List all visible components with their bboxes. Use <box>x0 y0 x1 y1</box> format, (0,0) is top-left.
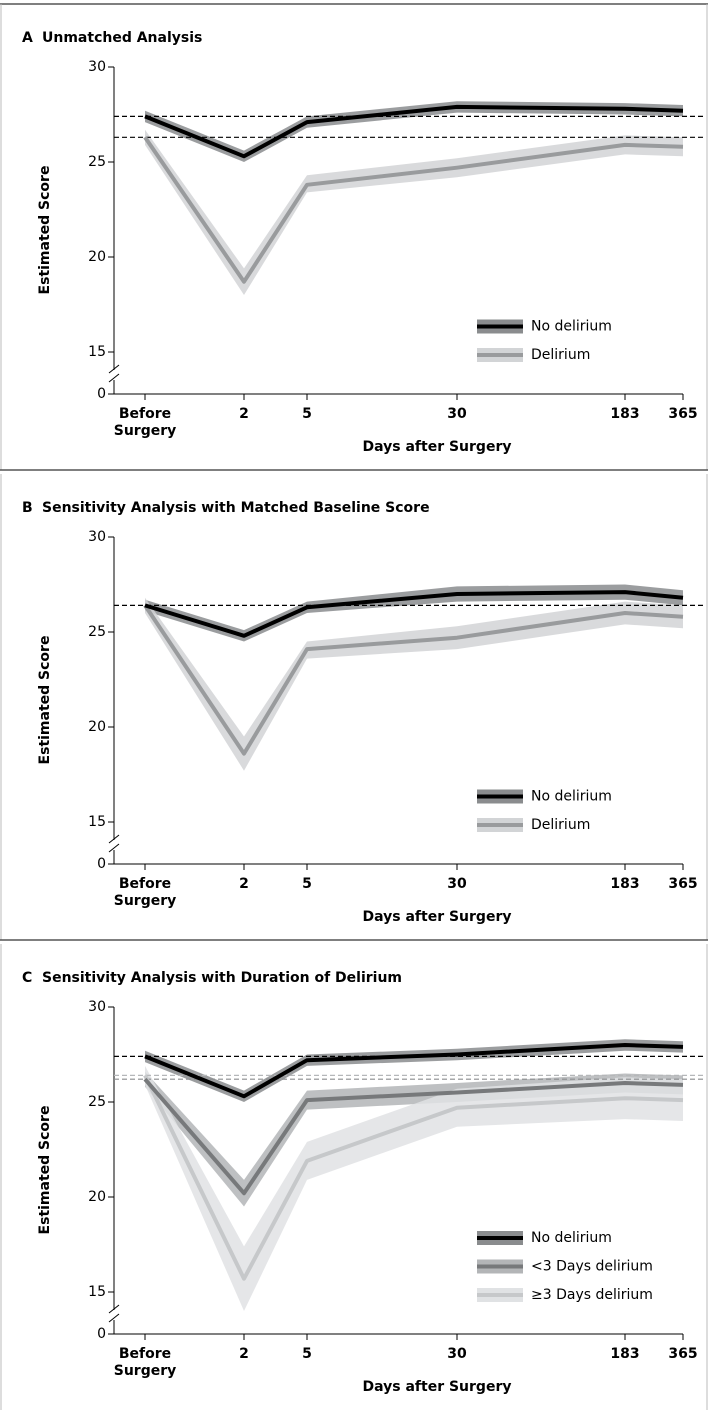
series-line <box>144 590 684 638</box>
axis-break <box>108 834 120 844</box>
axis-break <box>108 843 120 853</box>
axis-break <box>108 1304 120 1314</box>
panel-title: Sensitivity Analysis with Duration of De… <box>42 970 402 986</box>
series-line <box>143 136 684 284</box>
y-tick-label: 20 <box>88 249 106 265</box>
x-axis-title: Days after Surgery <box>363 439 512 455</box>
y-axis-title: Estimated Score <box>37 636 53 765</box>
y-tick-label: 0 <box>97 386 106 402</box>
panel-label: A <box>22 30 33 46</box>
x-tick-label: Before Surgery <box>113 876 177 909</box>
panel-title: Sensitivity Analysis with Matched Baseli… <box>42 500 430 516</box>
x-tick-label: 365 <box>668 1346 698 1362</box>
x-tick-label: 365 <box>668 876 698 892</box>
ci-band <box>145 597 683 771</box>
y-tick-label: 25 <box>88 1094 106 1110</box>
y-tick-label: 0 <box>97 856 106 872</box>
legend-label: No delirium <box>531 319 612 335</box>
series-line <box>144 104 684 159</box>
x-tick-label: 30 <box>447 406 467 422</box>
x-tick-label: 2 <box>239 1346 249 1362</box>
series-line <box>144 1043 684 1099</box>
x-tick-label: 183 <box>610 406 640 422</box>
y-tick-label: 0 <box>97 1326 106 1342</box>
x-tick-label: 5 <box>302 1346 312 1362</box>
y-tick-label: 25 <box>88 624 106 640</box>
series-line <box>143 604 684 756</box>
y-tick-label: 15 <box>88 344 106 360</box>
x-tick-label: 30 <box>447 876 467 892</box>
x-tick-label: 5 <box>302 876 312 892</box>
legend-label: Delirium <box>531 347 590 363</box>
ci-band <box>145 584 683 642</box>
axis-break <box>108 364 120 374</box>
x-tick-label: 183 <box>610 1346 640 1362</box>
x-tick-label: 183 <box>610 876 640 892</box>
x-tick-label: 2 <box>239 876 249 892</box>
legend-label: ≥3 Days delirium <box>531 1287 653 1303</box>
legend-label: Delirium <box>531 817 590 833</box>
x-tick-label: 5 <box>302 406 312 422</box>
legend-label: No delirium <box>531 1230 612 1246</box>
x-tick-label: Before Surgery <box>113 406 177 439</box>
ci-band <box>145 1065 683 1311</box>
y-tick-label: 15 <box>88 1284 106 1300</box>
x-axis-title: Days after Surgery <box>363 909 512 925</box>
x-tick-label: Before Surgery <box>113 1346 177 1379</box>
axis-break <box>108 1313 120 1323</box>
ci-band <box>145 1039 683 1102</box>
panel-label: B <box>22 500 33 516</box>
y-axis-title: Estimated Score <box>37 1106 53 1235</box>
x-tick-label: 365 <box>668 406 698 422</box>
y-tick-label: 30 <box>88 59 106 75</box>
x-axis-title: Days after Surgery <box>363 1379 512 1395</box>
legend-label: No delirium <box>531 789 612 805</box>
x-tick-label: 30 <box>447 1346 467 1362</box>
y-tick-label: 20 <box>88 1189 106 1205</box>
axis-break <box>108 373 120 383</box>
x-tick-label: 2 <box>239 406 249 422</box>
panel-title: Unmatched Analysis <box>42 30 202 46</box>
y-tick-label: 30 <box>88 999 106 1015</box>
series-line <box>143 1077 684 1196</box>
y-axis-title: Estimated Score <box>37 166 53 295</box>
y-tick-label: 30 <box>88 529 106 545</box>
series-line <box>143 1074 684 1281</box>
panel-label: C <box>22 970 32 986</box>
y-tick-label: 15 <box>88 814 106 830</box>
y-tick-label: 20 <box>88 719 106 735</box>
legend-label: <3 Days delirium <box>531 1259 653 1275</box>
y-tick-label: 25 <box>88 154 106 170</box>
